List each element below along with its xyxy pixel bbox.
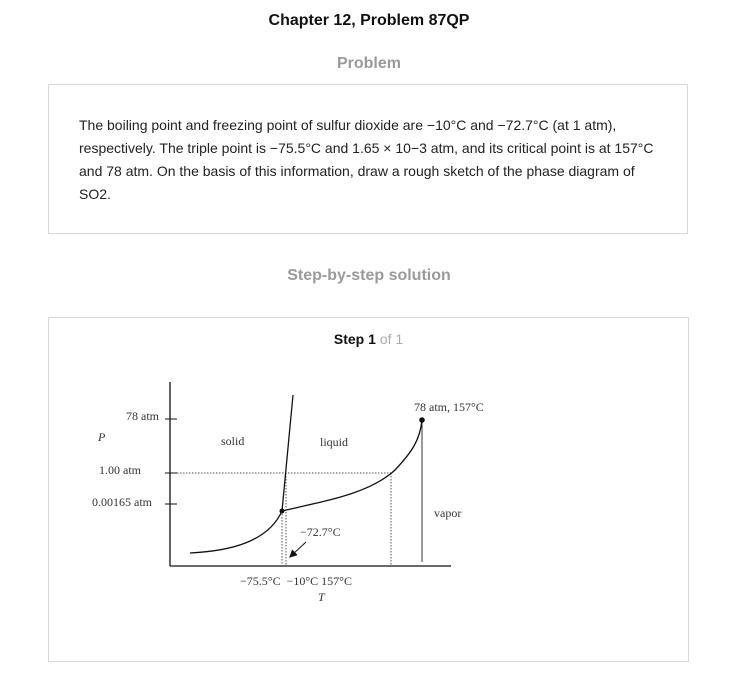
sublimation-curve <box>189 510 283 554</box>
region-vapor: vapor <box>434 506 461 520</box>
p-label-78: 78 atm <box>126 409 160 423</box>
solution-heading: Step-by-step solution <box>287 267 451 284</box>
melting-curve <box>281 394 294 512</box>
step-label: Step 1 of 1 <box>49 331 688 347</box>
x-axis-label: T <box>318 590 326 604</box>
vaporization-curve <box>281 419 423 512</box>
step-of: of 1 <box>379 331 404 347</box>
step-number: 1 <box>368 331 376 347</box>
problem-box: The boiling point and freezing point of … <box>48 84 688 234</box>
y-axis-label: P <box>97 430 106 444</box>
page-title: Chapter 12, Problem 87QP <box>268 12 470 29</box>
t-axis-labels: −75.5°C −10°C 157°C <box>240 574 352 588</box>
region-liquid: liquid <box>320 435 348 449</box>
critical-point-marker <box>419 417 425 423</box>
problem-text: The boiling point and freezing point of … <box>79 117 654 202</box>
freezing-arrow <box>289 541 307 558</box>
critical-point-label: 78 atm, 157°C <box>414 400 484 414</box>
step-word: Step <box>333 331 365 347</box>
p-label-triple: 0.00165 atm <box>92 495 153 509</box>
freezing-point-label: −72.7°C <box>300 525 341 539</box>
p-label-1: 1.00 atm <box>99 463 142 477</box>
triple-point-marker <box>279 508 285 514</box>
problem-heading: Problem <box>336 55 401 72</box>
solution-box: Step 1 of 1 <box>48 317 689 662</box>
region-solid: solid <box>221 434 244 448</box>
